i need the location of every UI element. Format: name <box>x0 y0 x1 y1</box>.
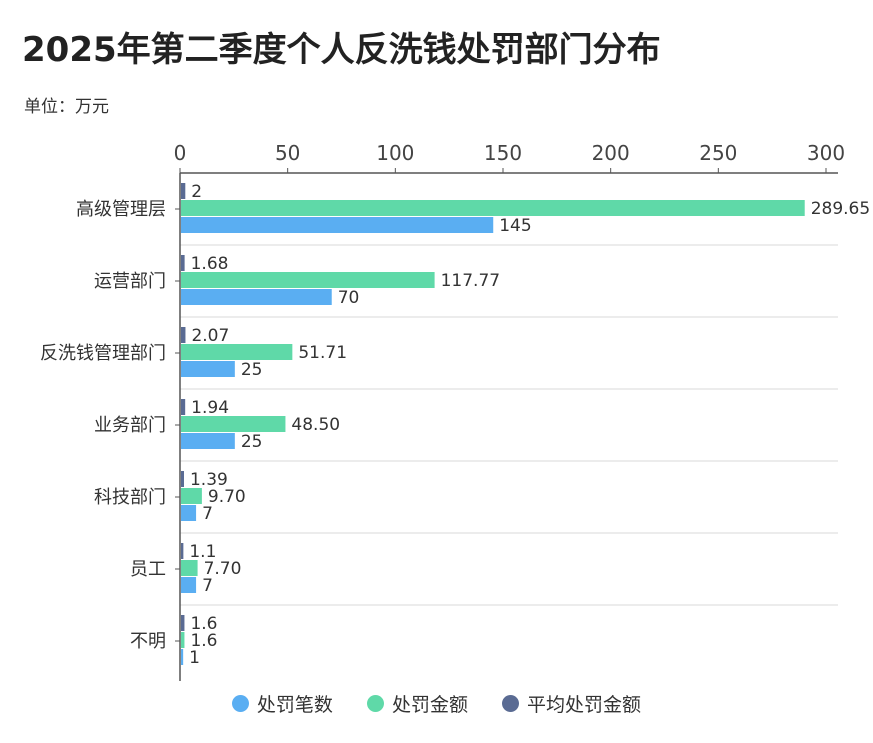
data-label-count: 7 <box>202 576 213 596</box>
data-label-amount: 51.71 <box>298 343 347 363</box>
legend: 处罚笔数 处罚金额 平均处罚金额 <box>0 690 873 717</box>
bar-avg <box>181 471 184 487</box>
bar-amount <box>181 344 293 360</box>
data-label-avg: 2.07 <box>191 326 229 346</box>
chart-title: 2025年第二季度个人反洗钱处罚部门分布 <box>22 30 661 70</box>
legend-dot-avg <box>502 695 520 712</box>
bar-chart: 0 50 100 150 200 250 300 高级管理层 2 289.65 145 运营部门 1.6… <box>40 141 870 681</box>
bar-count <box>181 361 235 377</box>
data-label-avg: 1.6 <box>190 614 217 634</box>
data-label-amount: 9.70 <box>208 487 246 507</box>
bar-count <box>181 649 184 665</box>
bar-avg <box>181 399 186 415</box>
legend-item-avg[interactable]: 平均处罚金额 <box>502 690 641 717</box>
legend-dot-count <box>231 695 249 712</box>
bar-avg <box>181 543 184 559</box>
x-tick-label: 100 <box>376 141 414 165</box>
bar-count <box>181 433 235 449</box>
category-label: 科技部门 <box>94 487 166 508</box>
data-label-amount: 117.77 <box>441 271 500 291</box>
x-tick-label: 150 <box>484 141 522 165</box>
bar-amount <box>181 200 805 216</box>
bar-avg <box>181 615 185 631</box>
data-label-avg: 1.1 <box>189 542 216 562</box>
bar-count <box>181 577 197 593</box>
category-label: 不明 <box>130 631 166 652</box>
legend-label-avg: 平均处罚金额 <box>527 694 642 716</box>
bar-amount <box>181 488 202 504</box>
category-label: 业务部门 <box>94 415 166 436</box>
x-tick-label: 0 <box>174 141 187 165</box>
legend-item-amount[interactable]: 处罚金额 <box>366 690 468 717</box>
x-tick-label: 200 <box>592 141 630 165</box>
bar-amount <box>181 416 286 432</box>
x-tick-label: 250 <box>699 141 737 165</box>
data-label-amount: 289.65 <box>811 199 870 219</box>
bar-amount <box>181 632 185 648</box>
legend-label-count: 处罚笔数 <box>256 694 333 716</box>
category-label: 员工 <box>130 559 166 580</box>
data-label-count: 1 <box>189 648 200 668</box>
x-tick-label: 300 <box>807 141 845 165</box>
data-label-amount: 1.6 <box>190 631 217 651</box>
bar-amount <box>181 560 198 576</box>
bar-avg <box>181 327 186 343</box>
data-label-avg: 2 <box>191 182 202 202</box>
legend-dot-amount <box>366 695 384 712</box>
unit-label: 单位：万元 <box>24 97 109 117</box>
data-label-count: 145 <box>499 216 531 236</box>
data-label-count: 70 <box>338 288 360 308</box>
data-label-avg: 1.68 <box>191 254 229 274</box>
data-label-count: 25 <box>241 360 263 380</box>
data-label-amount: 48.50 <box>291 415 340 435</box>
data-label-count: 25 <box>241 432 263 452</box>
data-label-avg: 1.94 <box>191 398 229 418</box>
data-label-avg: 1.39 <box>190 470 228 490</box>
bar-count <box>181 289 332 305</box>
category-label: 高级管理层 <box>76 199 166 220</box>
bar-avg <box>181 183 186 199</box>
bar-count <box>181 505 197 521</box>
category-label: 运营部门 <box>94 271 166 292</box>
bar-avg <box>181 255 185 271</box>
category-label: 反洗钱管理部门 <box>40 343 166 364</box>
bar-count <box>181 217 494 233</box>
data-label-count: 7 <box>202 504 213 524</box>
bar-amount <box>181 272 435 288</box>
x-tick-label: 50 <box>275 141 300 165</box>
legend-label-amount: 处罚金额 <box>391 694 468 716</box>
data-label-amount: 7.70 <box>204 559 242 579</box>
legend-item-count[interactable]: 处罚笔数 <box>231 690 333 717</box>
